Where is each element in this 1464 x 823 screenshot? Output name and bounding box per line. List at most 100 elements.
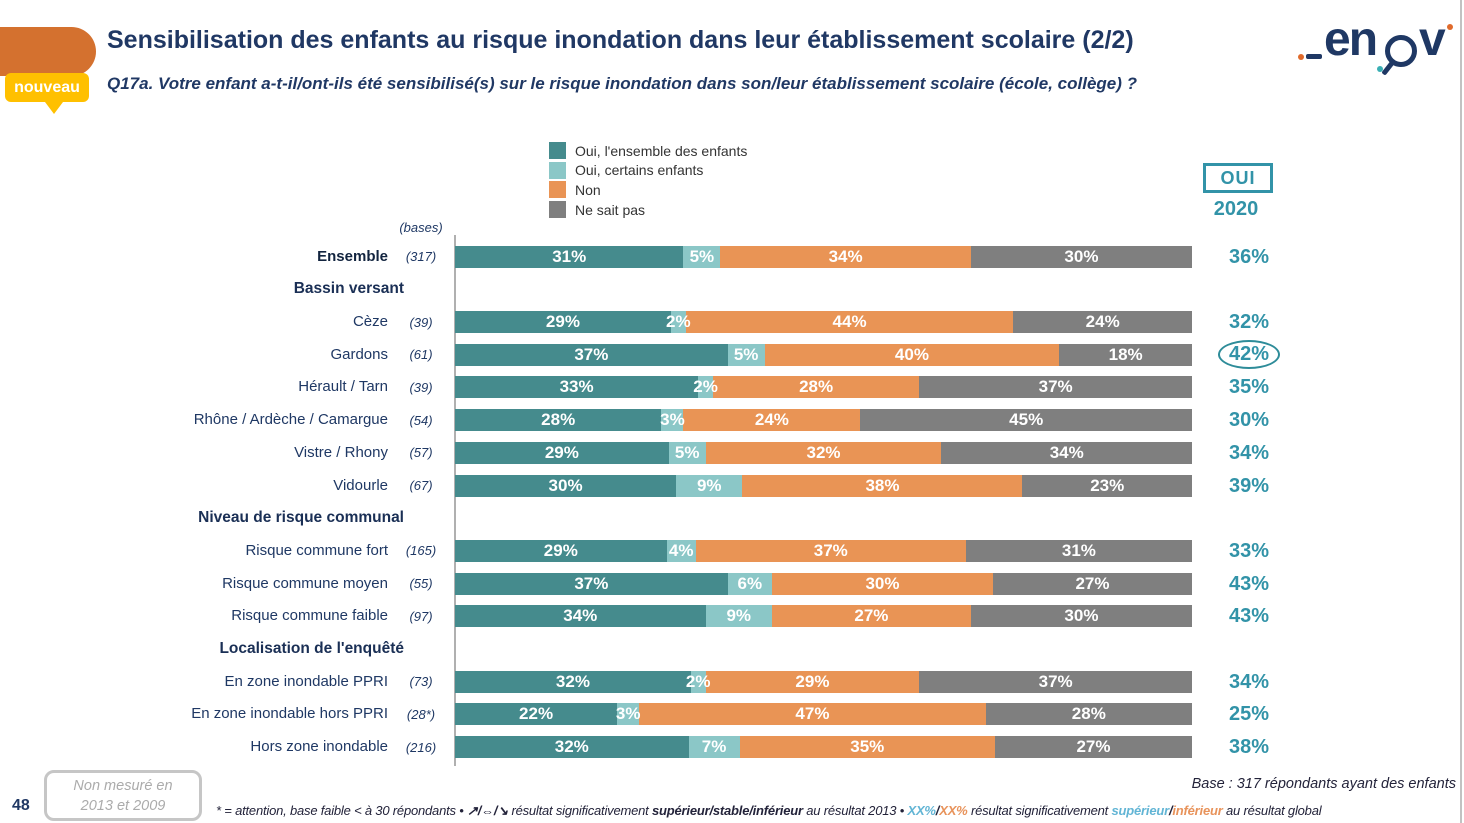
stacked-bar-chart: (bases) Ensemble (317) 31% 5% 34% 30% 36% Bassi…	[0, 217, 1464, 766]
header-accent-shape	[0, 27, 96, 76]
note-line-2: 2013 et 2009	[80, 798, 166, 814]
bar-segment: 30%	[771, 572, 993, 595]
bar-segment: 2%	[693, 376, 718, 399]
row-base: (317)	[405, 249, 437, 265]
bar-segment-value: 37%	[1038, 671, 1073, 691]
stacked-bar: 29% 2% 44% 24%	[455, 311, 1193, 334]
oui-value: 34%	[1228, 441, 1270, 464]
bar-segment: 29%	[705, 670, 920, 693]
row-label: Vistre / Rhony	[294, 443, 388, 461]
logo-orange-dot-left	[1298, 54, 1304, 60]
bar-segment-value: 5%	[689, 246, 715, 266]
oui-value: 25%	[1228, 703, 1270, 726]
row-label: Cèze	[352, 313, 388, 331]
bar-segment: 3%	[616, 703, 640, 726]
bar-segment: 27%	[994, 736, 1192, 758]
bar-segment-value: 4%	[668, 540, 694, 560]
chart-row: Cèze (39) 29% 2% 44% 24% 32%	[0, 311, 1464, 334]
bar-segment-value: 5%	[733, 344, 759, 364]
bar-segment-value: 30%	[1064, 606, 1099, 626]
bar-segment-value: 2%	[693, 377, 718, 397]
bar-segment: 29%	[455, 539, 667, 562]
bar-segment-value: 29%	[543, 540, 578, 560]
bar-segment: 30%	[455, 474, 677, 497]
bar-segment: 30%	[970, 605, 1192, 628]
bar-segment: 34%	[720, 245, 971, 268]
stacked-bar: 30% 9% 38% 23%	[455, 474, 1192, 497]
bases-header: (bases)	[0, 217, 1464, 235]
bar-segment-value: 35%	[850, 737, 885, 756]
bar-segment-value: 2%	[685, 671, 711, 691]
bar-segment: 34%	[455, 605, 706, 628]
bar-segment-value: 9%	[696, 475, 722, 495]
bar-segment: 32%	[455, 736, 689, 758]
oui-value: 43%	[1228, 572, 1270, 595]
chart-row: Risque commune fort (165) 29% 4% 37% 31% 33%	[0, 539, 1464, 562]
bar-segment-value: 24%	[1085, 312, 1120, 332]
stacked-bar: 33% 2% 28% 37%	[455, 376, 1192, 399]
logo-text-v: v	[1419, 13, 1446, 66]
oui-value: 33%	[1228, 539, 1270, 562]
trend-arrows: ↗/⇔/↘	[467, 803, 509, 818]
bar-segment-value: 45%	[1009, 410, 1044, 430]
page-number: 48	[12, 797, 30, 814]
oui-value: 36%	[1228, 245, 1270, 268]
oui-value: 43%	[1228, 605, 1270, 628]
bar-segment: 28%	[455, 409, 662, 432]
bar-segment-value: 34%	[563, 606, 598, 626]
bar-segment-value: 40%	[894, 344, 929, 364]
row-base: (67)	[409, 478, 433, 493]
oui-value: 42%	[1204, 340, 1294, 370]
bar-segment: 27%	[771, 605, 971, 628]
bar-segment: 23%	[1022, 474, 1192, 497]
legend-item: Ne sait pas	[549, 201, 747, 219]
bar-segment: 47%	[639, 703, 986, 726]
chart-row: Vistre / Rhony (57) 29% 5% 32% 34% 34%	[0, 441, 1464, 464]
bar-segment: 37%	[919, 376, 1192, 399]
logo-orange-dot-right	[1447, 24, 1453, 30]
bar-segment: 7%	[688, 736, 740, 758]
legend-item: Non	[549, 181, 747, 199]
section-header: Niveau de risque communal	[198, 509, 404, 527]
survey-question: Q17a. Votre enfant a-t-il/ont-ils été se…	[107, 74, 1138, 93]
bar-segment-value: 47%	[795, 704, 830, 724]
logo-teal-dot	[1377, 66, 1383, 72]
bar-segment: 37%	[455, 572, 728, 595]
bar-segment: 6%	[727, 572, 772, 595]
row-base: (39)	[409, 314, 433, 330]
row-base: (54)	[409, 412, 433, 428]
bar-segment: 27%	[993, 572, 1192, 595]
row-label: Risque commune faible	[231, 607, 388, 625]
bar-segment-value: 31%	[1061, 540, 1096, 560]
row-base: (216)	[405, 739, 437, 755]
circled-value: 42%	[1217, 340, 1281, 370]
slide-right-edge	[1460, 0, 1462, 823]
row-label: Gardons	[330, 345, 388, 363]
logo-magnifier-icon	[1385, 35, 1417, 67]
chart-row: Risque commune moyen (55) 37% 6% 30% 27% 43%	[0, 572, 1464, 595]
stacked-bar: 28% 3% 24% 45%	[455, 409, 1192, 432]
row-base: (55)	[409, 576, 433, 592]
bar-segment: 44%	[685, 311, 1014, 334]
bar-segment: 34%	[941, 441, 1192, 464]
row-base: (73)	[409, 674, 433, 690]
bar-segment: 40%	[764, 343, 1060, 366]
footnote: * = attention, base faible < à 30 répond…	[216, 803, 1322, 818]
bar-segment-value: 27%	[1076, 737, 1111, 756]
row-base: (57)	[409, 445, 433, 461]
bar-segment: 9%	[705, 605, 772, 628]
not-measured-note: Non mesuré en 2013 et 2009	[44, 770, 202, 821]
stacked-bar: 37% 5% 40% 18%	[455, 343, 1192, 366]
bar-segment-value: 32%	[555, 671, 590, 691]
bar-segment: 5%	[727, 343, 765, 366]
row-label: Ensemble	[317, 247, 388, 265]
stacked-bar: 34% 9% 27% 30%	[455, 605, 1192, 628]
bar-segment: 37%	[919, 670, 1192, 693]
stacked-bar: 29% 4% 37% 31%	[455, 539, 1192, 562]
oui-value: 34%	[1228, 670, 1270, 693]
legend-label: Oui, certains enfants	[575, 162, 704, 179]
legend-swatch	[549, 201, 566, 219]
bar-segment: 4%	[666, 539, 696, 562]
bar-segment-value: 27%	[1075, 573, 1110, 593]
row-label: Vidourle	[333, 476, 388, 494]
